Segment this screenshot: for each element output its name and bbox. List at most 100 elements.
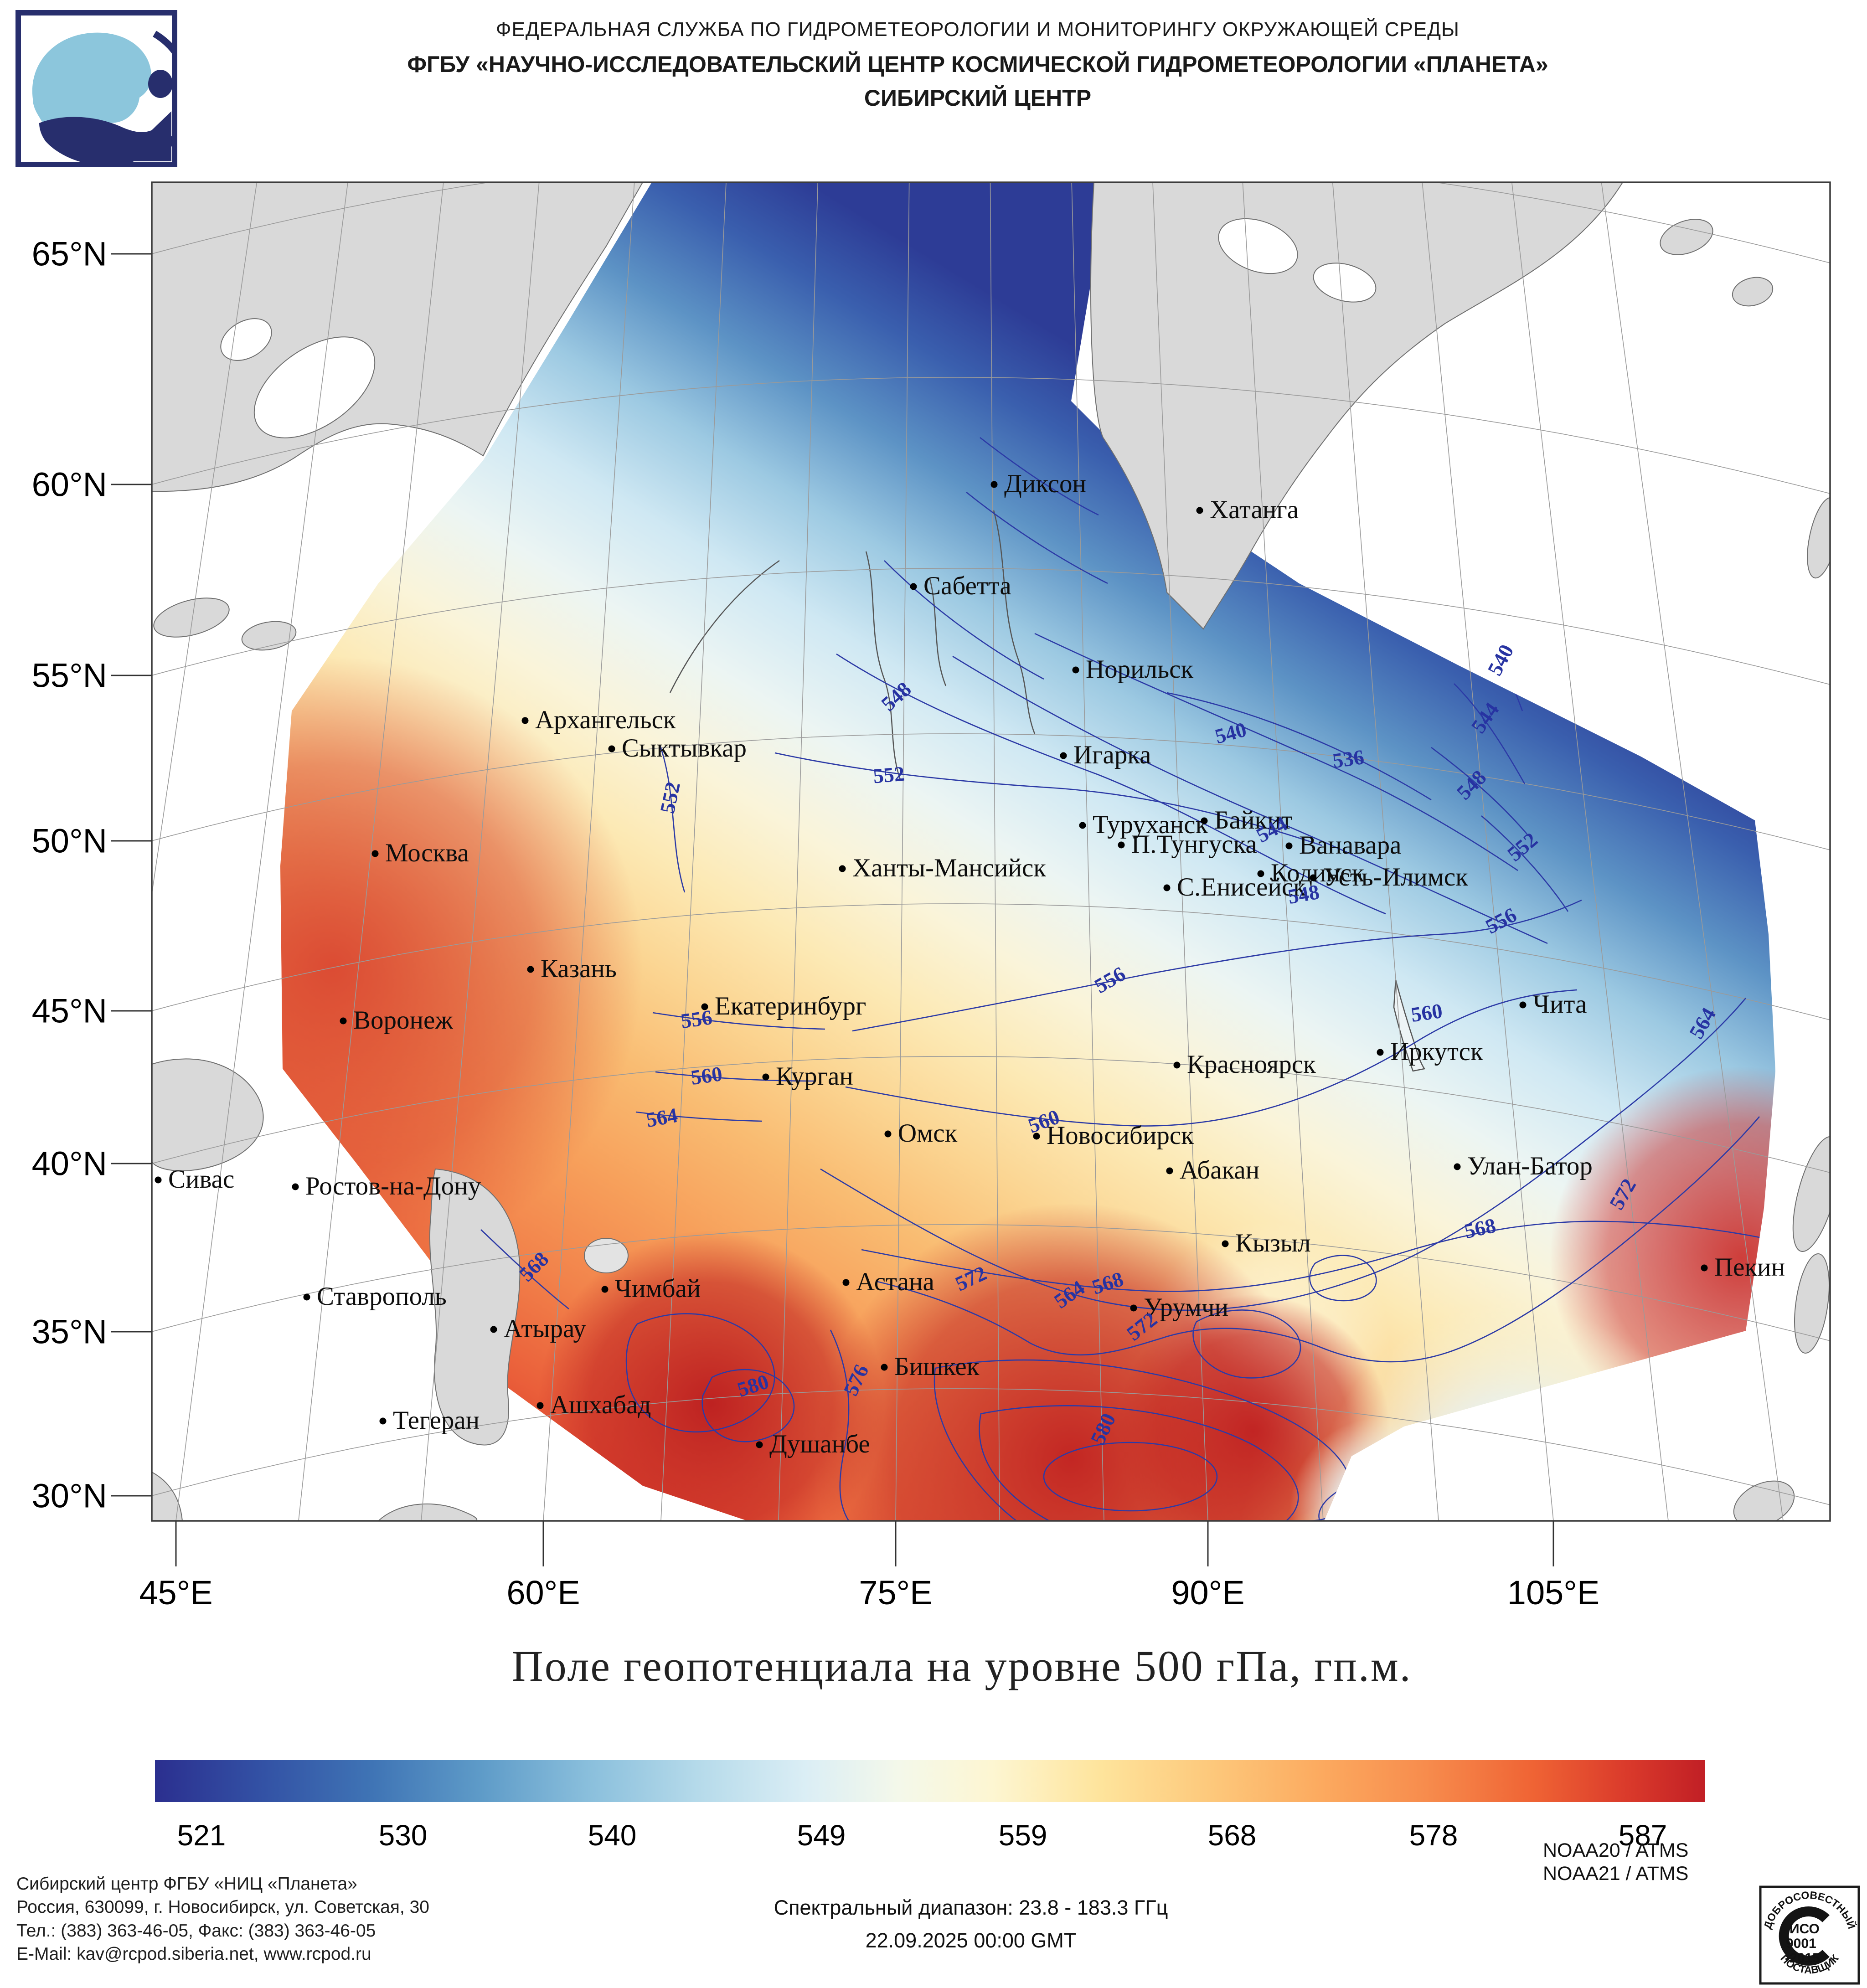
- city-dot-Казань: [527, 966, 534, 973]
- contour-label-560-14: 560: [689, 1061, 724, 1090]
- footer-address-line2: Россия, 630099, г. Новосибирск, ул. Сове…: [16, 1897, 429, 1917]
- lat-label-60°N: 60°N: [31, 465, 107, 504]
- medit-corner: [152, 1471, 183, 1521]
- city-dot-Ставрополь: [303, 1293, 310, 1301]
- city-label-Архангельск: Архангельск: [535, 706, 676, 735]
- city-label-Абакан: Абакан: [1180, 1156, 1260, 1185]
- island-a: [153, 597, 230, 638]
- lat-label-45°N: 45°N: [31, 992, 107, 1030]
- city-label-Омск: Омск: [898, 1119, 958, 1148]
- city-dot-Хатанга: [1196, 507, 1203, 514]
- satellite-2: NOAA21 / ATMS: [1543, 1862, 1689, 1885]
- lon-label-60°E: 60°E: [506, 1574, 580, 1612]
- caspian-sea: [429, 1168, 521, 1446]
- city-dot-Екатеринбург: [701, 1003, 708, 1010]
- header: ФЕДЕРАЛЬНАЯ СЛУЖБА ПО ГИДРОМЕТЕОРОЛОГИИ …: [196, 18, 1759, 111]
- city-dot-Туруханск: [1079, 822, 1086, 829]
- lake-baikal: [1393, 979, 1426, 1072]
- persian-gulf: [377, 1503, 478, 1521]
- colorbar-tick-521: 521: [177, 1819, 226, 1852]
- city-label-Кызыл: Кызыл: [1235, 1229, 1311, 1258]
- satellite-list: NOAA20 / ATMS NOAA21 / ATMS: [1543, 1839, 1688, 1885]
- city-dot-Новосибирск: [1033, 1133, 1040, 1140]
- contour-label-536-0: 536: [1331, 745, 1366, 773]
- city-dot-Улан-Батор: [1454, 1163, 1461, 1170]
- city-label-Сивас: Сивас: [168, 1165, 235, 1194]
- city-label-Туруханск: Туруханск: [1093, 810, 1208, 839]
- colorbar-tick-587: 587: [1618, 1819, 1667, 1852]
- city-dot-Абакан: [1166, 1167, 1173, 1174]
- aral-sea: [584, 1238, 629, 1273]
- white-sea: [253, 336, 376, 438]
- city-dot-Москва: [371, 850, 379, 857]
- city-dot-Байкит: [1201, 817, 1208, 824]
- colorbar-tick-530: 530: [378, 1819, 428, 1852]
- city-label-Ханты-Мансийск: Ханты-Мансийск: [852, 854, 1046, 883]
- data-swath: [280, 182, 1775, 1521]
- city-label-Диксон: Диксон: [1004, 469, 1086, 499]
- city-label-Норильск: Норильск: [1086, 655, 1194, 684]
- city-label-Душанбе: Душанбе: [769, 1430, 870, 1459]
- city-dot-Ашхабад: [536, 1402, 544, 1409]
- lon-label-105°E: 105°E: [1507, 1574, 1600, 1612]
- city-dot-Кызыл: [1222, 1240, 1229, 1247]
- lat-label-65°N: 65°N: [31, 235, 107, 273]
- city-dot-П.Тунгуска: [1118, 841, 1125, 849]
- colorbar: [155, 1760, 1705, 1802]
- planeta-logo: [15, 10, 193, 170]
- colorbar-tick-568: 568: [1207, 1819, 1257, 1852]
- header-line1: ФЕДЕРАЛЬНАЯ СЛУЖБА ПО ГИДРОМЕТЕОРОЛОГИИ …: [496, 18, 1460, 41]
- sakhalin-a: [1792, 1136, 1830, 1252]
- city-label-Игарка: Игарка: [1073, 741, 1151, 770]
- city-label-Тегеран: Тегеран: [393, 1406, 480, 1435]
- city-label-Ашхабад: Ашхабад: [550, 1391, 651, 1420]
- spectral-range: Спектральный диапазон: 23.8 - 183.3 ГГц: [774, 1896, 1168, 1919]
- logo-cloud-shape: [32, 32, 152, 138]
- city-dot-Иркутск: [1377, 1049, 1384, 1056]
- city-dot-Сыктывкар: [608, 745, 615, 752]
- city-label-Ставрополь: Ставрополь: [317, 1282, 447, 1311]
- planeta-logo-icon: [15, 10, 193, 167]
- city-label-Бишкек: Бишкек: [894, 1352, 980, 1381]
- footer-center: Спектральный диапазон: 23.8 - 183.3 ГГц …: [774, 1891, 1168, 1957]
- city-label-Усть-Илимск: Усть-Илимск: [1323, 863, 1468, 892]
- arctic-island-b: [1732, 277, 1774, 307]
- city-dot-Пекин: [1701, 1264, 1708, 1272]
- lat-label-40°N: 40°N: [31, 1144, 107, 1183]
- city-label-Москва: Москва: [385, 839, 469, 868]
- gulf: [220, 318, 272, 361]
- lat-label-50°N: 50°N: [31, 822, 107, 860]
- city-dot-Красноярск: [1173, 1061, 1181, 1069]
- logo-satellite-dot: [148, 70, 173, 98]
- footer-address-line4: E-Mail: kav@rcpod.siberia.net, www.rcpod…: [16, 1944, 371, 1964]
- city-label-Ростов-на-Дону: Ростов-на-Дону: [305, 1172, 481, 1201]
- land-taimyr: [1090, 182, 1624, 630]
- lat-label-55°N: 55°N: [31, 656, 107, 695]
- city-dot-Архангельск: [521, 717, 529, 724]
- sakhalin-b: [1794, 1253, 1830, 1354]
- city-dot-Сабетта: [910, 583, 917, 590]
- city-dot-Чита: [1519, 1001, 1527, 1009]
- footer-address-line1: Сибирский центр ФГБУ «НИЦ «Планета»: [16, 1874, 357, 1894]
- city-dot-Курган: [762, 1073, 769, 1081]
- city-dot-Чимбай: [601, 1286, 609, 1293]
- city-label-Урумчи: Урумчи: [1144, 1293, 1229, 1322]
- city-dot-Игарка: [1060, 752, 1067, 759]
- colorbar-tick-559: 559: [998, 1819, 1047, 1852]
- contour-label-556-11: 556: [679, 1005, 714, 1033]
- footer-address-line3: Тел.: (383) 363-46-05, Факс: (383) 363-4…: [16, 1921, 376, 1941]
- lat-label-30°N: 30°N: [31, 1477, 107, 1515]
- colorbar-tick-549: 549: [797, 1819, 846, 1852]
- lon-label-45°E: 45°E: [139, 1574, 213, 1612]
- iso-badge: ДОБРОСОВЕСТНЫЙ ПОСТАВЩИК ИСО 9001 -2015: [1759, 1885, 1861, 1988]
- city-dot-Тегеран: [379, 1417, 387, 1425]
- city-label-Сыктывкар: Сыктывкар: [622, 734, 747, 763]
- city-label-Казань: Казань: [541, 954, 617, 984]
- city-label-Красноярск: Красноярск: [1187, 1050, 1316, 1079]
- contour-label-560-16: 560: [1409, 999, 1444, 1027]
- city-dot-Атырау: [490, 1326, 497, 1333]
- city-label-Курган: Курган: [776, 1062, 853, 1091]
- city-dot-Усть-Илимск: [1310, 874, 1317, 881]
